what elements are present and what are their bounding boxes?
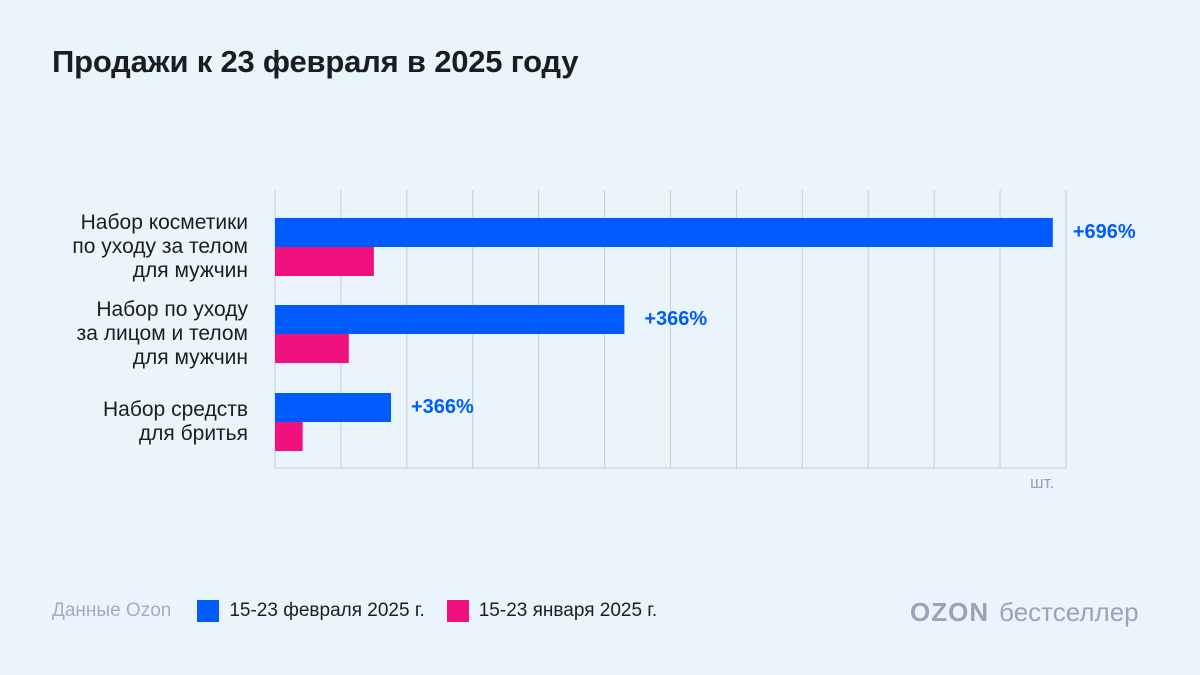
category-label-line: для мужчин (132, 346, 248, 369)
bar-jan (275, 334, 349, 363)
category-label-line: для мужчин (132, 259, 248, 282)
category-label-line: по уходу за телом (72, 235, 248, 258)
legend-label-feb: 15-23 февраля 2025 г. (229, 600, 425, 621)
bar-feb (275, 393, 392, 422)
data-label: +366% (411, 396, 474, 418)
bar-feb (275, 218, 1053, 247)
category-label-line: Набор по уходу (96, 298, 248, 321)
bar-jan (275, 422, 303, 451)
category-label: Набор средств для бритья (0, 398, 248, 446)
category-label-line: за лицом и телом (76, 322, 248, 345)
bar-feb (275, 305, 625, 334)
legend-swatch-jan (446, 600, 469, 622)
category-label-line: Набор косметики (80, 211, 248, 234)
data-label: +366% (644, 308, 707, 330)
legend-item-jan: 15-23 января 2025 г. (446, 600, 658, 622)
bar-jan (275, 247, 374, 276)
category-label: Набор по уходу за лицом и телом для мужчин (0, 298, 248, 370)
brand: OZON бестселлер (910, 597, 1139, 628)
brand-text: бестселлер (999, 597, 1139, 627)
category-label-line: для бритья (138, 422, 248, 445)
x-axis-unit: шт. (1030, 473, 1055, 492)
category-label: Набор косметики по уходу за телом для мужч… (0, 211, 248, 283)
data-source: Данные Ozon (52, 600, 172, 621)
legend-label-jan: 15-23 января 2025 г. (478, 600, 658, 621)
ozon-logo: OZON (910, 597, 990, 627)
category-label-line: Набор средств (103, 398, 248, 421)
chart-footer: Данные Ozon 15-23 февраля 2025 г. 15-23 … (52, 600, 679, 622)
data-label: +696% (1073, 221, 1136, 243)
chart-title: Продажи к 23 февраля в 2025 году (52, 44, 579, 79)
legend-swatch-feb (197, 600, 220, 622)
legend-item-feb: 15-23 февраля 2025 г. (197, 600, 425, 622)
